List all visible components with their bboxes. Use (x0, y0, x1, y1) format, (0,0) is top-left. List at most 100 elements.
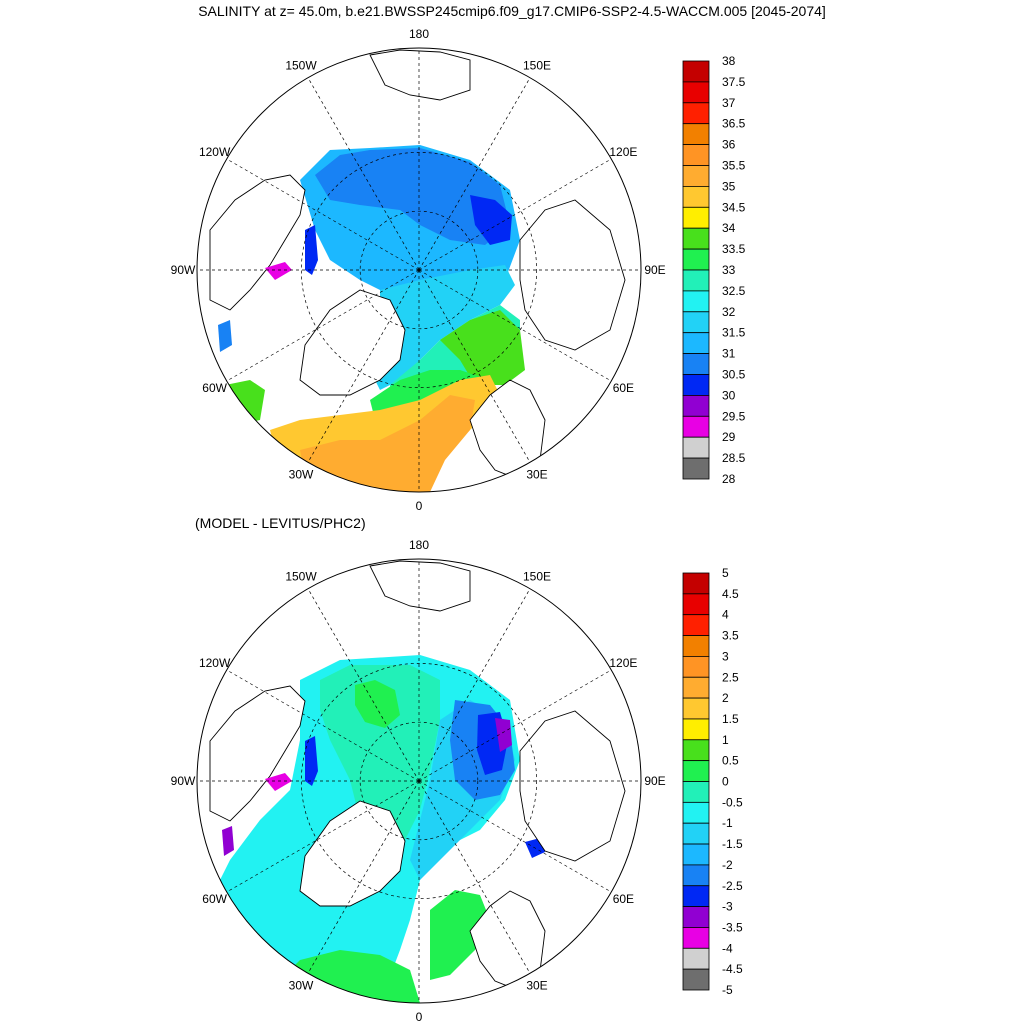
longitude-label: 30E (526, 978, 547, 992)
colorbar-swatch (682, 906, 710, 928)
colorbar-label: -2 (722, 858, 733, 872)
colorbar-swatch (682, 822, 710, 845)
colorbar-label: 0 (722, 775, 729, 789)
meridian-line (418, 588, 531, 782)
colorbar-label: -3.5 (722, 920, 743, 934)
longitude-label: 90W (171, 263, 196, 277)
colorbar-label: 32 (722, 305, 736, 319)
longitude-label: 180 (409, 538, 429, 552)
field-norwegian-positive (430, 890, 490, 980)
longitude-label: 120W (199, 145, 231, 159)
longitude-label: 60W (202, 381, 227, 395)
field-hudson (218, 320, 232, 352)
colorbar-label: 29.5 (722, 409, 746, 423)
colorbar-swatch (682, 165, 710, 187)
meridian-line (418, 269, 531, 463)
difference-map: 180 150E 120E 90E 60E 30E 0 30W 60W 90W 120W 150W (171, 538, 666, 1024)
colorbar-label: -3 (722, 900, 733, 914)
land-siberia-2 (519, 710, 626, 862)
salinity-colorbar: 38 37.5 37 36.5 36 35.5 35 34.5 34 33.5 33 32.5 32 31… (682, 54, 746, 486)
colorbar-label: 3.5 (722, 629, 739, 643)
field-magenta-bay (265, 262, 292, 280)
colorbar-label: 32.5 (722, 284, 746, 298)
colorbar-swatch (682, 123, 710, 145)
colorbar-swatch (682, 353, 710, 375)
longitude-label: 60E (613, 892, 634, 906)
colorbar-label: -5 (722, 983, 733, 997)
colorbar-swatch (682, 885, 710, 908)
colorbar-label: 2.5 (722, 670, 739, 684)
colorbar-label: 4.5 (722, 587, 739, 601)
colorbar-swatch (682, 60, 710, 83)
longitude-label: 60E (613, 381, 634, 395)
field-labrador (225, 380, 265, 425)
land-siberia (519, 199, 626, 351)
land-chukotka-2 (369, 560, 471, 612)
colorbar-swatch (682, 415, 710, 438)
colorbar-label: 31 (722, 347, 736, 361)
colorbar-label: -1 (722, 816, 733, 830)
meridian-line (226, 669, 420, 782)
colorbar-label: 0.5 (722, 754, 739, 768)
colorbar-label: 30 (722, 388, 736, 402)
meridian-line (226, 780, 420, 893)
latitude-circle (300, 662, 538, 900)
colorbar-label: 1 (722, 733, 729, 747)
field-purple-patch (495, 718, 512, 752)
colorbar-label: -0.5 (722, 795, 743, 809)
latitude-circle (359, 210, 479, 330)
colorbar-label: 29 (722, 430, 736, 444)
colorbar-swatch (682, 311, 710, 334)
field-salty-core (300, 395, 475, 492)
longitude-label: 120E (609, 145, 637, 159)
salinity-field (197, 48, 641, 492)
colorbar-swatch (682, 697, 710, 720)
figure-title: SALINITY at z= 45.0m, b.e21.BWSSP245cmip… (198, 3, 826, 19)
colorbar-swatch (682, 572, 710, 595)
longitude-label: 150E (523, 59, 551, 73)
longitude-label: 180 (409, 27, 429, 41)
colorbar-label: 5 (722, 566, 729, 580)
colorbar-label: 36 (722, 138, 736, 152)
colorbar-swatch (682, 718, 710, 741)
colorbar-swatch (682, 394, 710, 417)
field-magenta-bay-2 (265, 773, 292, 791)
map-boundary (196, 47, 642, 493)
longitude-label: 120E (609, 656, 637, 670)
colorbar-swatch (682, 593, 710, 616)
field-fresh-core (315, 148, 510, 245)
colorbar-swatch (682, 185, 710, 208)
land-alaska-canada-2 (209, 685, 306, 822)
colorbar-swatch (682, 614, 710, 636)
land-alaska-canada (209, 174, 306, 311)
colorbar-swatch (682, 676, 710, 699)
colorbar-label: 37.5 (722, 75, 746, 89)
meridian-line (307, 269, 420, 463)
colorbar-label: 2 (722, 691, 729, 705)
colorbar-swatch (682, 436, 710, 459)
salinity-map: 180 150E 120E 90E 60E 30E 0 30W 60W 90W 120W 150W (171, 27, 666, 513)
land-scandinavia (469, 379, 546, 481)
meridian-line (226, 269, 420, 382)
colorbar-label: 35 (722, 179, 736, 193)
graticule (197, 559, 641, 1003)
meridian-line (307, 588, 420, 782)
colorbar-swatch (682, 635, 710, 657)
colorbar-label: 28.5 (722, 451, 746, 465)
field-canadian-channels-2 (305, 736, 318, 786)
longitude-label: 30W (289, 467, 314, 481)
colorbar-label: 28 (722, 472, 736, 486)
colorbar-label: 30.5 (722, 368, 746, 382)
land-scandinavia-2 (469, 890, 546, 992)
colorbar-label: -4.5 (722, 962, 743, 976)
colorbar-swatch (682, 290, 710, 313)
colorbar-label: -4 (722, 941, 733, 955)
meridian-line (418, 669, 612, 782)
longitude-label: 30E (526, 467, 547, 481)
colorbar-label: 35.5 (722, 159, 746, 173)
longitude-label: 150W (285, 59, 317, 73)
field-positive-blob (355, 680, 400, 728)
field-barents (440, 310, 525, 385)
meridian-line (418, 780, 612, 893)
colorbar-label: 36.5 (722, 117, 746, 131)
